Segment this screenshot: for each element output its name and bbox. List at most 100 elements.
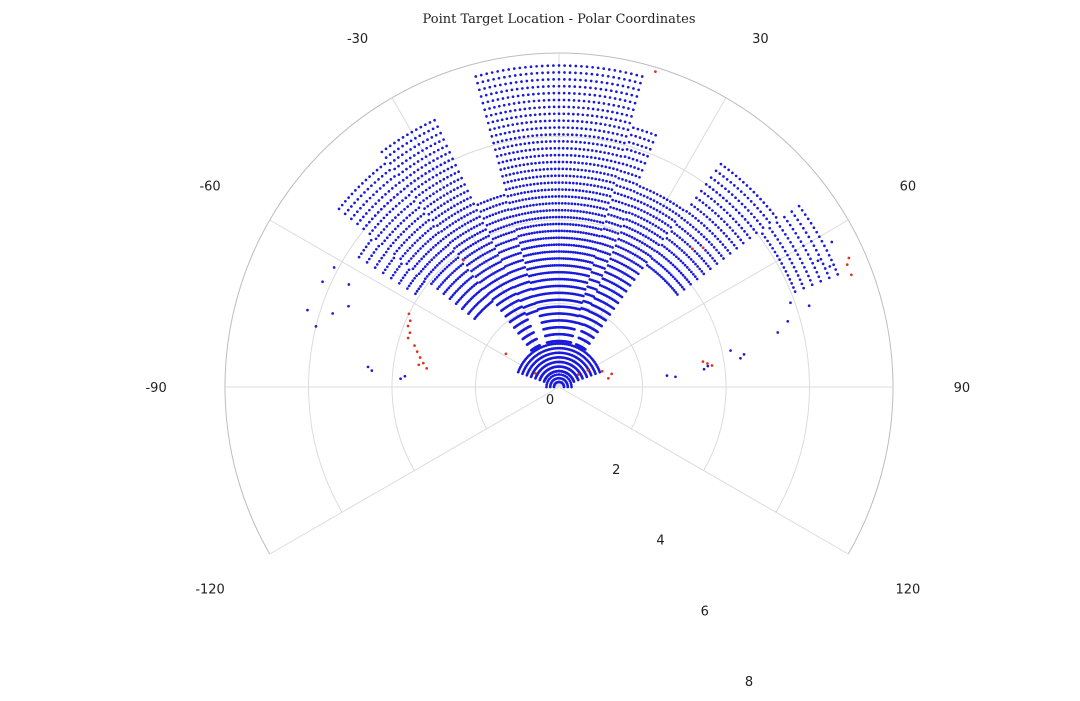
data-point-s0-3019 xyxy=(768,208,772,212)
data-point-s0-2232 xyxy=(589,268,592,271)
data-point-s0-3009 xyxy=(704,262,708,265)
data-point-s0-1393 xyxy=(529,113,532,117)
data-point-s0-2301 xyxy=(601,242,605,246)
data-point-s0-1769 xyxy=(574,64,578,68)
data-point-s0-526 xyxy=(486,275,489,279)
data-point-s0-2044 xyxy=(599,150,602,154)
data-point-s0-1597 xyxy=(553,119,556,123)
data-point-s0-1370 xyxy=(545,271,549,275)
data-point-s0-306 xyxy=(462,272,466,275)
data-point-s0-916 xyxy=(504,240,508,244)
data-point-s0-179 xyxy=(388,222,391,225)
data-point-s0-1268 xyxy=(517,129,520,133)
data-point-s0-1017 xyxy=(499,168,503,171)
data-point-s0-901 xyxy=(496,227,500,231)
data-point-s0-757 xyxy=(449,173,453,177)
data-point-s0-1558 xyxy=(547,105,551,109)
data-point-s0-1906 xyxy=(574,251,577,254)
data-point-s0-752 xyxy=(465,205,469,209)
data-point-s0-134 xyxy=(376,222,380,226)
data-point-s0-425 xyxy=(451,239,455,243)
data-point-s0-3010 xyxy=(711,256,714,260)
data-point-s0-41 xyxy=(415,274,418,278)
data-point-s0-1342 xyxy=(532,182,536,186)
data-point-s0-2825 xyxy=(717,181,720,185)
data-point-s0-1420 xyxy=(542,209,545,213)
data-point-s0-241 xyxy=(434,254,438,257)
data-point-s0-2993 xyxy=(702,259,706,263)
data-point-s0-1413 xyxy=(546,257,550,261)
data-point-s0-1414 xyxy=(545,250,549,254)
data-point-s0-235 xyxy=(467,288,471,292)
data-point-s0-240 xyxy=(440,259,444,263)
data-point-s0-147 xyxy=(437,273,441,277)
data-point-s0-2327 xyxy=(599,257,602,261)
data-point-s0-1494 xyxy=(551,264,554,267)
data-point-s0-1179 xyxy=(517,178,521,181)
data-point-s0-1458 xyxy=(546,229,550,233)
data-point-s0-529 xyxy=(474,257,478,261)
data-point-s0-2813 xyxy=(655,260,659,264)
data-point-s0-130 xyxy=(400,244,404,247)
data-point-s1-17 xyxy=(701,360,705,363)
data-point-s0-368 xyxy=(388,168,391,172)
data-point-s0-2452 xyxy=(633,198,637,201)
data-point-s0-359 xyxy=(432,225,435,228)
data-point-s0-2751 xyxy=(666,224,670,227)
data-point-s0-1134 xyxy=(519,205,523,209)
data-point-s0-692 xyxy=(418,134,422,138)
data-point-s0-847 xyxy=(497,251,501,255)
data-point-s0-1671 xyxy=(561,174,565,178)
data-point-s0-1008 xyxy=(515,228,519,231)
data-point-s0-1015 xyxy=(502,181,506,185)
data-point-s0-1843 xyxy=(580,120,584,123)
data-point-s0-3603 xyxy=(570,385,573,389)
data-point-s0-1541 xyxy=(551,222,555,226)
data-point-s0-1535 xyxy=(553,264,557,267)
data-point-s0-2668 xyxy=(628,267,632,270)
data-point-s0-2817 xyxy=(675,234,679,238)
data-point-s0-3147 xyxy=(836,273,840,276)
data-point-s0-3040 xyxy=(702,272,706,276)
data-point-s0-2787 xyxy=(680,216,684,220)
data-point-s0-226 xyxy=(388,210,392,214)
data-point-s0-2650 xyxy=(651,222,655,226)
data-point-s0-2957 xyxy=(673,277,677,281)
data-point-s0-129 xyxy=(406,249,409,253)
data-point-s0-2409 xyxy=(600,274,604,277)
data-point-s0-2996 xyxy=(721,243,725,246)
data-point-s0-1276 xyxy=(508,74,512,78)
data-point-s0-1146 xyxy=(502,125,505,128)
data-point-s0-369 xyxy=(383,162,387,166)
data-point-s0-2524 xyxy=(634,221,637,225)
data-point-s0-3029 xyxy=(732,243,736,247)
data-point-s0-3071 xyxy=(776,238,780,241)
data-point-s0-361 xyxy=(422,212,426,216)
data-point-s0-2945 xyxy=(695,252,699,255)
data-point-s0-1682 xyxy=(562,98,566,102)
data-point-s0-126 xyxy=(423,265,427,268)
data-point-s0-212 xyxy=(465,290,469,294)
data-point-s0-251 xyxy=(380,196,384,199)
data-point-s0-2043 xyxy=(597,157,601,160)
data-point-s0-753 xyxy=(462,199,466,202)
data-point-s0-2920 xyxy=(731,205,735,209)
data-point-s0-3037 xyxy=(682,287,686,291)
data-point-s0-1232 xyxy=(506,96,510,99)
data-point-s0-2501 xyxy=(636,207,640,211)
data-point-s0-728 xyxy=(422,132,426,135)
data-point-s0-2400 xyxy=(647,139,651,142)
data-point-s0-2758 xyxy=(596,330,599,334)
data-point-s0-2233 xyxy=(590,261,594,265)
data-point-s0-2033 xyxy=(585,225,589,228)
data-point-s0-1509 xyxy=(545,160,549,164)
data-point-s0-3034 xyxy=(765,217,769,221)
data-point-s0-3022 xyxy=(687,280,691,284)
data-point-s0-2302 xyxy=(603,235,607,239)
data-point-s0-1523 xyxy=(540,64,544,68)
data-point-s0-1249 xyxy=(537,258,541,262)
data-point-s0-755 xyxy=(456,186,459,190)
data-point-s0-1058 xyxy=(503,167,506,170)
data-point-s0-2173 xyxy=(620,112,624,116)
data-point-s0-2898 xyxy=(694,239,698,242)
